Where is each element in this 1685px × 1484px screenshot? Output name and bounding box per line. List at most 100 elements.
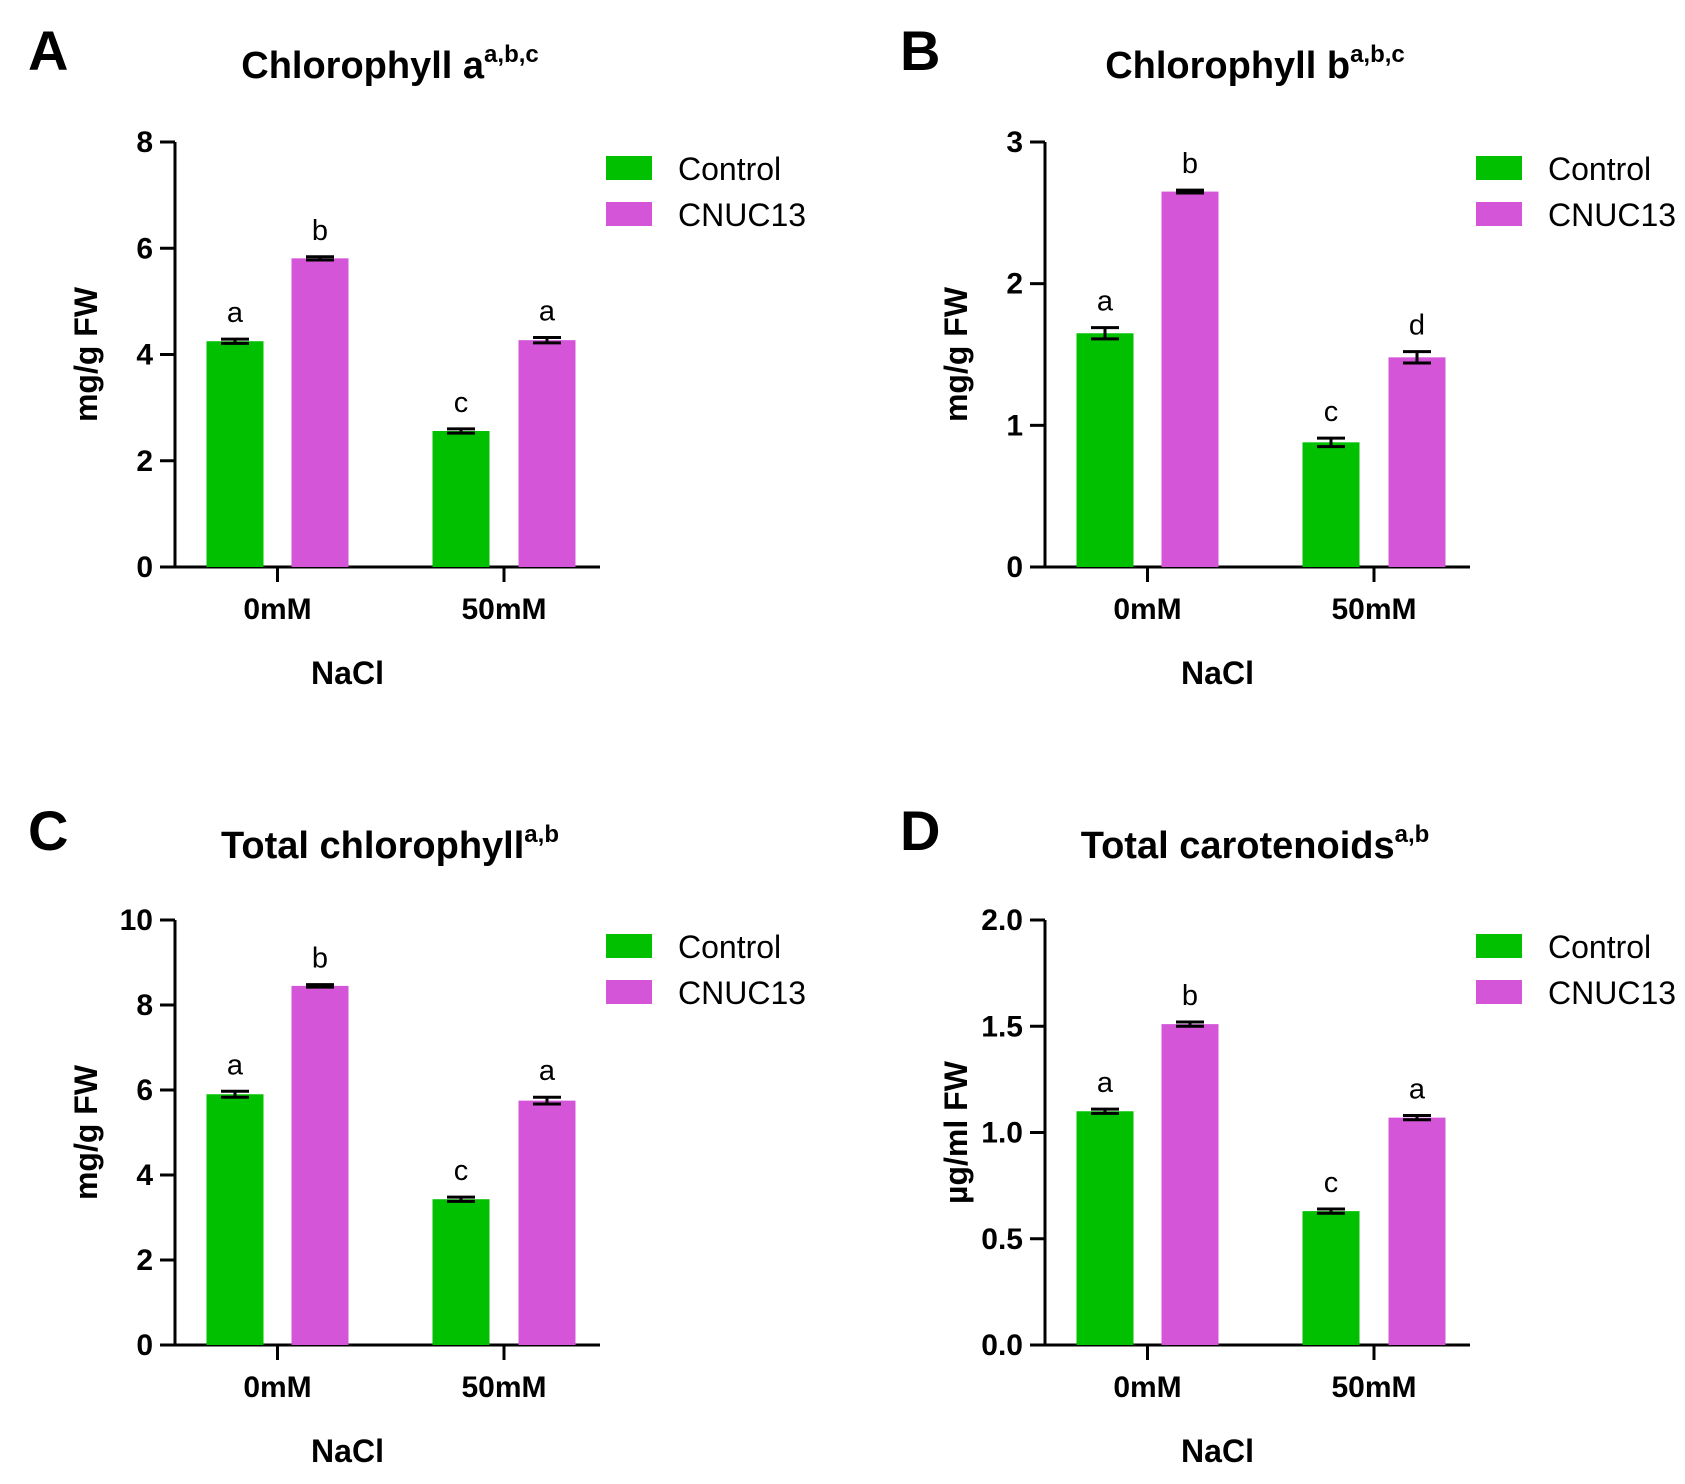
error-bar: [306, 255, 334, 262]
bar-cnuc13-50mm: [518, 340, 576, 567]
legend-label-control: Control: [678, 151, 781, 187]
legend-label-cnuc13: CNUC13: [1548, 197, 1676, 233]
error-bar: [1091, 326, 1119, 341]
bar-cnuc13-0mm: [1161, 191, 1219, 568]
legend-label-control: Control: [1548, 929, 1651, 965]
x-tick-label: 0mM: [1113, 593, 1181, 626]
error-bar: [1403, 1114, 1431, 1122]
panel-letter: D: [900, 799, 940, 862]
significance-letter: d: [1409, 310, 1425, 342]
error-bar: [1176, 1020, 1204, 1028]
bar-control-0mm: [206, 1094, 264, 1345]
x-axis-label: NaCl: [1181, 655, 1254, 691]
error-bar: [1317, 436, 1345, 449]
y-tick-label: 3: [1006, 126, 1023, 159]
legend-swatch-cnuc13: [1476, 202, 1522, 226]
error-bar: [1176, 188, 1204, 195]
error-bar: [221, 337, 249, 345]
x-tick-label: 50mM: [1331, 1371, 1416, 1404]
x-tick-label: 50mM: [461, 593, 546, 626]
panel-d: D Total carotenoidsa,b 0.0 0.5 1.0 1.5 2.0 µg/m…: [900, 799, 1676, 1469]
bar-cnuc13-50mm: [518, 1100, 576, 1345]
bar-cnuc13-0mm: [1161, 1024, 1219, 1345]
y-tick-label: 1.0: [981, 1117, 1023, 1150]
y-tick-label: 0.0: [981, 1329, 1023, 1362]
error-bar: [1091, 1107, 1119, 1115]
legend-swatch-control: [1476, 156, 1522, 180]
panel-c: C Total chlorophylla,b 0 2 4 6 8 10 mg/g FW 0mM 50…: [28, 799, 806, 1469]
y-axis-label: mg/g FW: [938, 286, 974, 422]
y-axis-label: mg/g FW: [68, 286, 104, 422]
y-tick-label: 4: [136, 339, 153, 372]
significance-letter: c: [1324, 1167, 1339, 1199]
significance-letter: c: [1324, 396, 1339, 428]
error-bar: [1403, 350, 1431, 365]
significance-letter: a: [539, 296, 556, 328]
legend-label-cnuc13: CNUC13: [678, 975, 806, 1011]
error-bar: [447, 427, 475, 435]
significance-letter: a: [539, 1055, 556, 1087]
legend-label-cnuc13: CNUC13: [678, 197, 806, 233]
bar-control-0mm: [1076, 333, 1134, 567]
error-bar: [306, 983, 334, 989]
legend-label-control: Control: [678, 929, 781, 965]
bar-control-50mm: [432, 431, 490, 567]
y-tick-label: 10: [120, 904, 153, 937]
chart-title: Chlorophyll ba,b,c: [1105, 41, 1405, 87]
bar-cnuc13-50mm: [1388, 1117, 1446, 1345]
panel-letter: A: [28, 19, 68, 82]
legend-swatch-cnuc13: [1476, 980, 1522, 1004]
y-tick-label: 8: [136, 126, 153, 159]
y-tick-label: 2: [136, 445, 153, 478]
panel-a: A Chlorophyll aa,b,c 0 2 4 6 8 mg/g FW 0mM 50mM Na…: [28, 19, 806, 691]
significance-letter: a: [227, 1049, 244, 1081]
chart-title: Total chlorophylla,b: [221, 821, 559, 867]
y-tick-label: 6: [136, 1074, 153, 1107]
panel-letter: C: [28, 799, 68, 862]
chart-title: Total carotenoidsa,b: [1081, 821, 1430, 867]
bar-control-50mm: [1302, 442, 1360, 567]
y-tick-label: 2: [136, 1244, 153, 1277]
error-bar: [1317, 1207, 1345, 1215]
y-tick-label: 2.0: [981, 904, 1023, 937]
panel-b: B Chlorophyll ba,b,c 0 1 2 3 mg/g FW 0mM 50mM NaC…: [900, 19, 1676, 691]
significance-letter: c: [454, 1155, 469, 1187]
bar-cnuc13-50mm: [1388, 357, 1446, 567]
legend-swatch-control: [1476, 934, 1522, 958]
y-axis-label: µg/ml FW: [938, 1060, 974, 1204]
x-tick-label: 50mM: [1331, 593, 1416, 626]
y-tick-label: 0: [136, 1329, 153, 1362]
significance-letter: c: [454, 387, 469, 419]
x-axis-label: NaCl: [311, 1433, 384, 1469]
bar-control-50mm: [432, 1199, 490, 1345]
bar-cnuc13-0mm: [291, 985, 349, 1345]
y-tick-label: 2: [1006, 268, 1023, 301]
significance-letter: a: [1097, 286, 1114, 318]
legend-swatch-cnuc13: [606, 202, 652, 226]
bar-cnuc13-0mm: [291, 258, 349, 567]
significance-letter: b: [312, 943, 328, 975]
bar-control-50mm: [1302, 1211, 1360, 1345]
x-tick-label: 0mM: [243, 593, 311, 626]
x-tick-label: 0mM: [243, 1371, 311, 1404]
legend-swatch-control: [606, 934, 652, 958]
panel-letter: B: [900, 19, 940, 82]
x-axis-label: NaCl: [311, 655, 384, 691]
y-tick-label: 0: [1006, 551, 1023, 584]
y-axis-label: mg/g FW: [68, 1064, 104, 1200]
bar-control-0mm: [1076, 1111, 1134, 1345]
significance-letter: a: [1409, 1074, 1426, 1106]
chart-title: Chlorophyll aa,b,c: [241, 41, 539, 87]
y-tick-label: 8: [136, 989, 153, 1022]
error-bar: [221, 1089, 249, 1099]
legend-label-cnuc13: CNUC13: [1548, 975, 1676, 1011]
legend-swatch-cnuc13: [606, 980, 652, 1004]
significance-letter: a: [1097, 1067, 1114, 1099]
y-tick-label: 1.5: [981, 1010, 1023, 1043]
y-tick-label: 6: [136, 232, 153, 265]
x-tick-label: 0mM: [1113, 1371, 1181, 1404]
y-tick-label: 1: [1006, 409, 1023, 442]
significance-letter: a: [227, 297, 244, 329]
error-bar: [447, 1195, 475, 1203]
